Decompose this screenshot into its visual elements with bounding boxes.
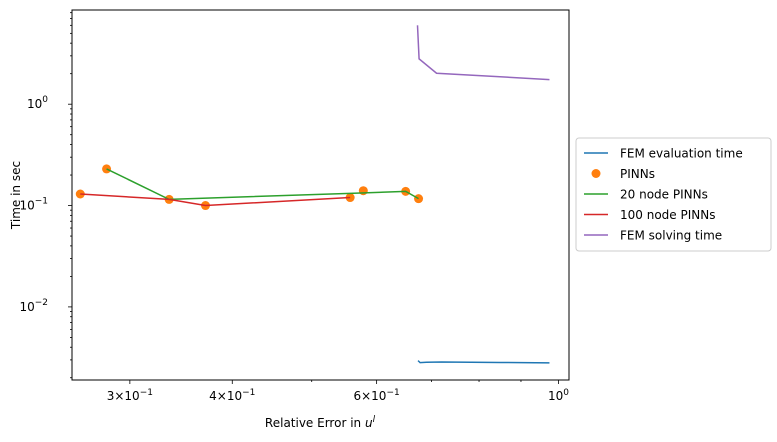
legend-item: 100 node PINNs [584, 208, 715, 222]
y-tick-label: 10−2 [19, 298, 48, 314]
legend-label: 20 node PINNs [620, 188, 708, 202]
legend-item: PINNs [591, 167, 655, 181]
y-tick-label: 100 [27, 95, 48, 111]
series-0 [417, 360, 550, 364]
legend: FEM evaluation time PINNs 20 node PINNs 100… [575, 137, 772, 252]
series-3 [80, 193, 351, 207]
series-line [416, 25, 550, 81]
series-line [106, 168, 419, 201]
x-tick-label: 4×10−1 [209, 388, 255, 403]
series-line [80, 193, 351, 207]
legend-label: 100 node PINNs [620, 208, 715, 222]
x-tick-label: 100 [548, 388, 569, 403]
scatter-point [358, 186, 368, 196]
legend-label: PINNs [620, 167, 655, 181]
x-tick-label: 3×10−1 [107, 388, 153, 403]
series-4 [416, 25, 550, 81]
x-axis-label: Relative Error in ul [265, 415, 376, 430]
y-axis: 10−2 10−1 100 [19, 12, 72, 379]
legend-label: FEM evaluation time [620, 147, 743, 161]
legend-item: FEM solving time [584, 229, 722, 243]
x-tick-label: 6×10−1 [353, 388, 399, 403]
y-axis-label: Time in sec [9, 161, 23, 230]
series-layer [75, 25, 550, 364]
legend-label: FEM solving time [620, 229, 722, 243]
series-2 [106, 168, 419, 201]
legend-item: 20 node PINNs [584, 188, 708, 202]
plot-frame [71, 9, 570, 381]
series-line [417, 360, 550, 364]
y-tick-label: 10−1 [19, 197, 48, 213]
legend-swatch [591, 169, 601, 178]
legend-frame [575, 137, 772, 252]
x-axis: 3×10−1 4×10−1 6×10−1 100 [107, 380, 569, 403]
legend-item: FEM evaluation time [584, 147, 743, 161]
